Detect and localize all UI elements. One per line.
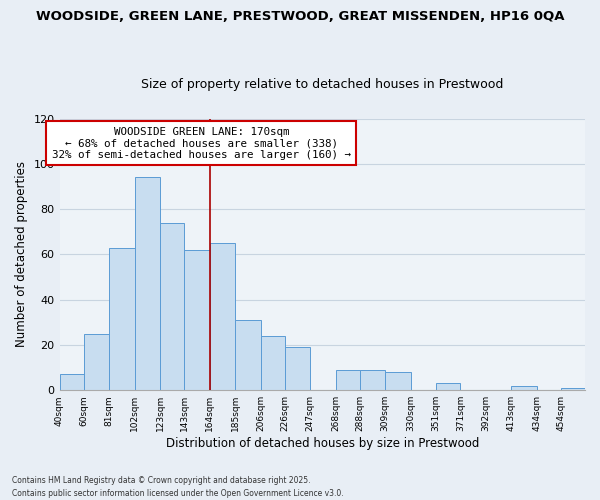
Bar [260, 336, 285, 390]
X-axis label: Distribution of detached houses by size in Prestwood: Distribution of detached houses by size … [166, 437, 479, 450]
Bar [235, 320, 260, 390]
Bar [209, 243, 235, 390]
Bar [109, 248, 134, 390]
Y-axis label: Number of detached properties: Number of detached properties [15, 162, 28, 348]
Bar [59, 374, 84, 390]
Bar [360, 370, 385, 390]
Text: Contains HM Land Registry data © Crown copyright and database right 2025.
Contai: Contains HM Land Registry data © Crown c… [12, 476, 344, 498]
Title: Size of property relative to detached houses in Prestwood: Size of property relative to detached ho… [141, 78, 503, 91]
Bar [561, 388, 585, 390]
Text: WOODSIDE, GREEN LANE, PRESTWOOD, GREAT MISSENDEN, HP16 0QA: WOODSIDE, GREEN LANE, PRESTWOOD, GREAT M… [36, 10, 564, 23]
Bar [436, 384, 460, 390]
Bar [335, 370, 360, 390]
Text: WOODSIDE GREEN LANE: 170sqm
← 68% of detached houses are smaller (338)
32% of se: WOODSIDE GREEN LANE: 170sqm ← 68% of det… [52, 126, 351, 160]
Bar [134, 178, 160, 390]
Bar [385, 372, 410, 390]
Bar [160, 222, 184, 390]
Bar [84, 334, 109, 390]
Bar [511, 386, 536, 390]
Bar [184, 250, 209, 390]
Bar [285, 347, 310, 390]
